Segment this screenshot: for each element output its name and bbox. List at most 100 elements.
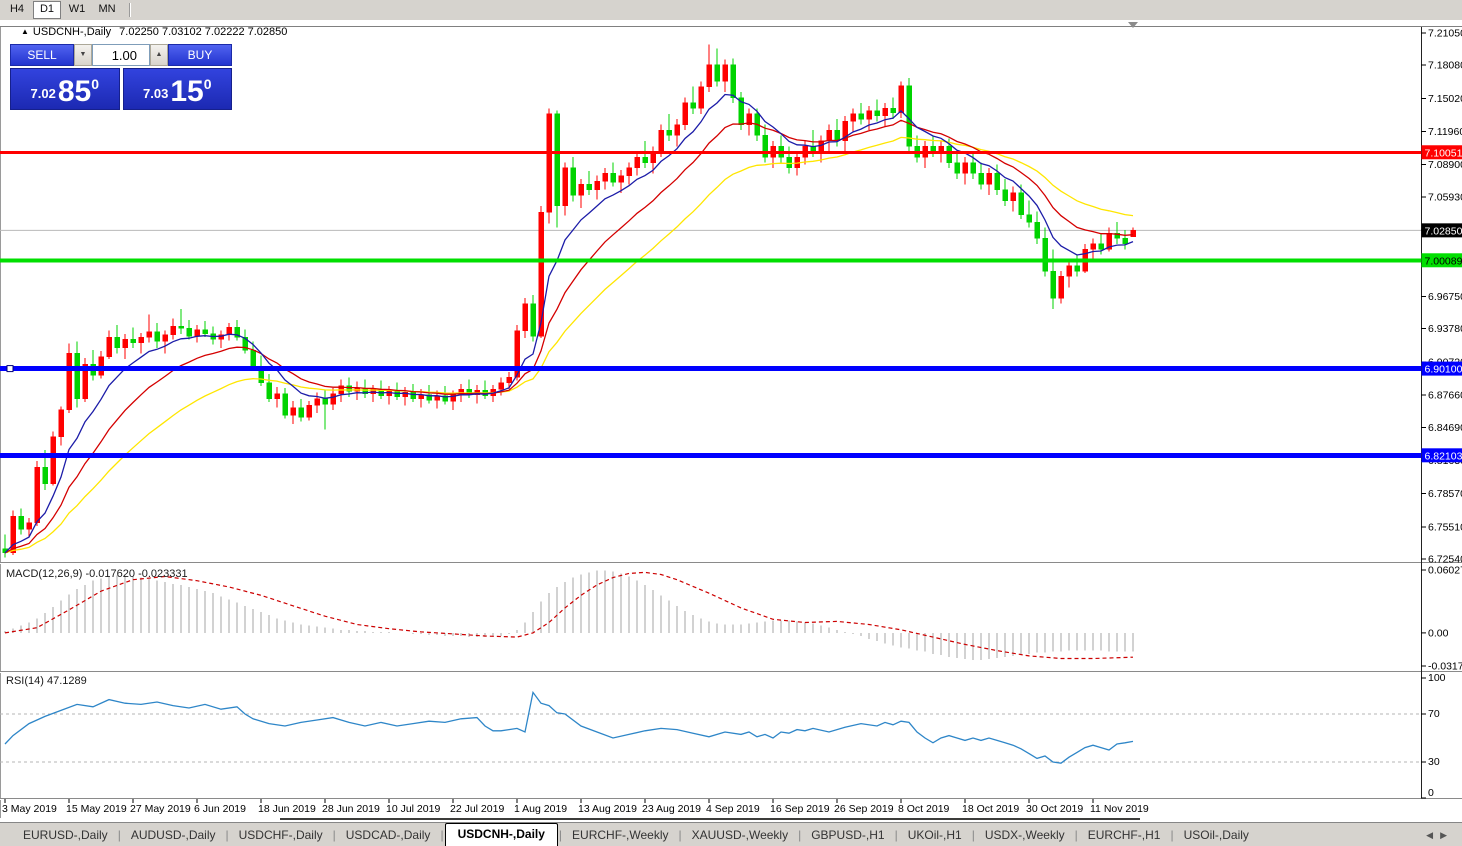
candle bbox=[34, 467, 40, 523]
candle bbox=[50, 436, 56, 484]
tab-EURCHF-,Weekly[interactable]: EURCHF-,Weekly bbox=[572, 828, 669, 842]
buy-price-box[interactable]: 7.03 15 0 bbox=[122, 68, 232, 110]
candle bbox=[698, 86, 704, 109]
buy-price-big: 15 bbox=[170, 74, 204, 108]
tab-EURCHF-,H1[interactable]: EURCHF-,H1 bbox=[1087, 828, 1161, 842]
date-axis[interactable]: 3 May 2019 15 May 2019 27 May 2019 6 Jun 20… bbox=[2, 799, 1149, 815]
tab-USOil-,Daily[interactable]: USOil-,Daily bbox=[1183, 828, 1249, 842]
price-tick-label: 7.05930 bbox=[1428, 191, 1462, 203]
candle bbox=[762, 135, 768, 158]
volume-decrease-button[interactable]: ▼ bbox=[74, 44, 92, 66]
candle bbox=[194, 329, 200, 337]
tab-scroll-left-icon[interactable]: ◀ bbox=[1426, 830, 1441, 840]
candle bbox=[610, 173, 616, 183]
date-label: 27 May 2019 bbox=[130, 803, 191, 815]
buy-button[interactable]: BUY bbox=[168, 44, 232, 66]
candle bbox=[690, 102, 696, 109]
candle bbox=[442, 395, 448, 402]
rsi-tick-label: 70 bbox=[1428, 708, 1440, 720]
tab-scroll-arrows[interactable]: ◀▶ bbox=[1426, 830, 1454, 841]
candle bbox=[874, 110, 880, 117]
tab-AUDUSD-,Daily[interactable]: AUDUSD-,Daily bbox=[130, 828, 216, 842]
candle bbox=[202, 329, 208, 335]
price-tick-label: 6.96750 bbox=[1428, 291, 1462, 303]
volume-input[interactable] bbox=[92, 44, 150, 66]
candle bbox=[226, 327, 232, 336]
date-label: 28 Jun 2019 bbox=[322, 803, 380, 815]
candle bbox=[626, 167, 632, 176]
candle bbox=[186, 328, 192, 337]
chart-shift-marker-icon[interactable] bbox=[1128, 22, 1138, 28]
price-badge-value: 6.90100 bbox=[1425, 364, 1462, 376]
candle bbox=[1098, 243, 1104, 250]
candle bbox=[122, 339, 128, 349]
date-label: 30 Oct 2019 bbox=[1026, 803, 1083, 815]
candle bbox=[1058, 276, 1064, 299]
price-tick-label: 6.78570 bbox=[1428, 488, 1462, 500]
timeframe-button-D1[interactable]: D1 bbox=[33, 1, 61, 19]
date-label: 13 Aug 2019 bbox=[578, 803, 637, 815]
date-label: 3 May 2019 bbox=[2, 803, 57, 815]
timeframe-button-MN[interactable]: MN bbox=[98, 3, 116, 15]
tab-USDX-,Weekly[interactable]: USDX-,Weekly bbox=[984, 828, 1065, 842]
candle bbox=[722, 64, 728, 82]
price-badge-value: 7.00089 bbox=[1425, 255, 1462, 267]
candle bbox=[546, 113, 552, 213]
chart-symbol-label: USDCNH-,Daily bbox=[32, 26, 112, 38]
candle bbox=[1042, 238, 1048, 272]
timeframe-button-H4[interactable]: H4 bbox=[9, 3, 25, 15]
candle bbox=[1034, 221, 1040, 239]
candle bbox=[330, 393, 336, 405]
tab-USDCAD-,Daily[interactable]: USDCAD-,Daily bbox=[345, 828, 431, 842]
rsi-panel: 100 70 30 0 bbox=[0, 672, 1446, 799]
tab-scroll-right-icon[interactable]: ▶ bbox=[1440, 830, 1454, 840]
candle bbox=[994, 173, 1000, 190]
date-label: 26 Sep 2019 bbox=[834, 803, 894, 815]
candle bbox=[402, 392, 408, 398]
tab-separator: | bbox=[971, 828, 975, 842]
candle bbox=[1130, 230, 1136, 238]
candle bbox=[106, 336, 112, 357]
moving-averages-layer bbox=[4, 93, 1134, 554]
price-badge-value: 7.02850 bbox=[1425, 225, 1462, 237]
line-handle[interactable] bbox=[6, 365, 14, 373]
tab-separator: | bbox=[1074, 828, 1078, 842]
tab-separator: | bbox=[225, 828, 229, 842]
rsi-tick-label: 30 bbox=[1428, 756, 1440, 768]
tab-EURUSD-,Daily[interactable]: EURUSD-,Daily bbox=[23, 828, 108, 842]
tab-USDCNH-,Daily[interactable]: USDCNH-,Daily bbox=[444, 823, 558, 846]
sell-price-box[interactable]: 7.02 85 0 bbox=[10, 68, 120, 110]
candle bbox=[1090, 243, 1096, 250]
price-tick-label: 6.93780 bbox=[1428, 323, 1462, 335]
price-badge bbox=[1421, 361, 1462, 376]
macd-label: MACD(12,26,9) -0.017620 -0.023331 bbox=[6, 568, 188, 580]
price-tick-label: 7.21050 bbox=[1428, 28, 1462, 40]
candle bbox=[154, 331, 160, 342]
tab-USDCHF-,Daily[interactable]: USDCHF-,Daily bbox=[238, 828, 323, 842]
price-tick-label: 6.75510 bbox=[1428, 521, 1462, 533]
candle bbox=[26, 522, 32, 530]
tab-separator: | bbox=[558, 828, 563, 842]
rsi-tick-label: 0 bbox=[1428, 787, 1434, 799]
ma-line-8 bbox=[4, 93, 1134, 554]
sell-button[interactable]: SELL bbox=[10, 44, 74, 66]
chart-window: 7.21050 7.18080 7.15020 7.11960 7.08900 7.059… bbox=[0, 20, 1462, 822]
candle bbox=[314, 398, 320, 406]
candle bbox=[322, 398, 328, 405]
candle bbox=[114, 336, 120, 349]
tab-GBPUSD-,H1[interactable]: GBPUSD-,H1 bbox=[811, 828, 885, 842]
tab-XAUUSD-,Weekly[interactable]: XAUUSD-,Weekly bbox=[691, 828, 789, 842]
price-axis[interactable]: 7.21050 7.18080 7.15020 7.11960 7.08900 7.059… bbox=[1421, 28, 1462, 566]
candle bbox=[826, 129, 832, 142]
volume-increase-button[interactable]: ▲ bbox=[150, 44, 168, 66]
candle bbox=[706, 64, 712, 87]
candle bbox=[1066, 265, 1072, 277]
tab-UKOil-,H1[interactable]: UKOil-,H1 bbox=[907, 828, 962, 842]
candle bbox=[594, 180, 600, 190]
horizontal-lines-layer[interactable] bbox=[0, 150, 1421, 458]
timeframe-button-W1[interactable]: W1 bbox=[68, 3, 86, 15]
collapse-triangle-icon[interactable]: ▲ bbox=[21, 27, 29, 36]
candle bbox=[74, 353, 80, 400]
candle bbox=[306, 405, 312, 418]
